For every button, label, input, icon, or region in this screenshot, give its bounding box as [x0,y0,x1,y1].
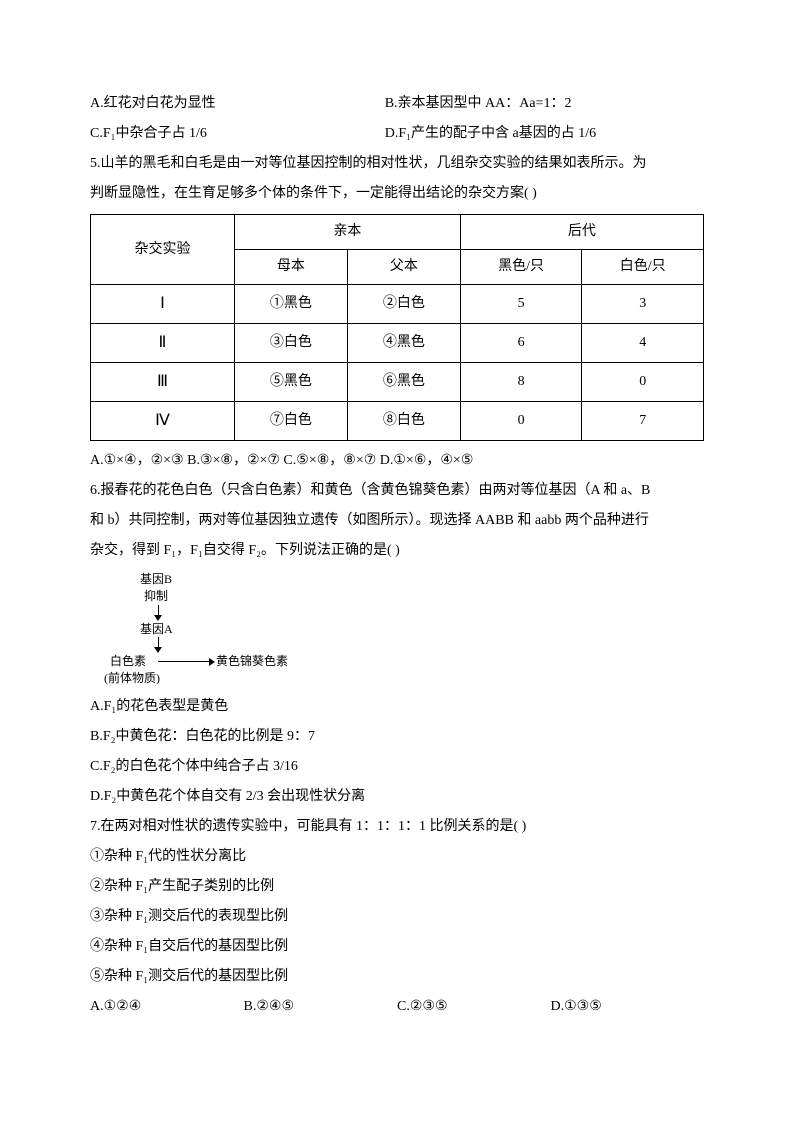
diagram-yellow-label: 黄色锦葵色素 [216,653,288,670]
table-row: Ⅰ ①黑色 ②白色 5 3 [91,285,704,324]
cell-exp: Ⅰ [91,285,235,324]
q4-optB: B.亲本基因型中 AA：Aa=1：2 [385,90,704,118]
q6-optB: B.F₂中黄色花：白色花的比例是 9：7 [90,723,704,751]
th-white: 白色/只 [582,250,704,285]
q5-options: A.①×④，②×③ B.③×⑧，②×⑦ C.⑤×⑧，⑧×⑦ D.①×⑥，④×⑤ [90,447,704,475]
th-offspring: 后代 [460,215,703,250]
q7-optC: C.②③⑤ [397,993,551,1021]
q6-stem-l3: 杂交，得到 F₁，F₁自交得 F₂。下列说法正确的是( ) [90,537,704,565]
q5-stem-line1: 5.山羊的黑毛和白毛是由一对等位基因控制的相对性状，几组杂交实验的结果如表所示。… [90,150,704,178]
q6-optC: C.F₂的白色花个体中纯合子占 3/16 [90,753,704,781]
cell-exp: Ⅱ [91,324,235,363]
diagram-geneA: 基因A [100,621,704,638]
cell-f: ⑥黑色 [347,363,460,402]
th-parent: 亲本 [234,215,460,250]
q6-diagram: 基因B 抑制 基因A 白色素 黄色锦葵色素 (前体物质) [100,571,704,687]
q7-item4: ④杂种 F₁自交后代的基因型比例 [90,933,704,961]
q6-optA: A.F₁的花色表型是黄色 [90,693,704,721]
cell-f: ④黑色 [347,324,460,363]
arrow-right-icon [158,661,214,662]
q6-stem-l2: 和 b）共同控制，两对等位基因独立遗传（如图所示）。现选择 AABB 和 aab… [90,507,704,535]
table-row: Ⅳ ⑦白色 ⑧白色 0 7 [91,402,704,441]
diagram-inhibit: 抑制 [100,588,704,605]
diagram-white-label: 白色素 [100,653,156,670]
diagram-vline [158,605,159,615]
q7-options: A.①②④ B.②④⑤ C.②③⑤ D.①③⑤ [90,993,704,1021]
th-black: 黑色/只 [460,250,582,285]
diagram-geneB: 基因B [100,571,704,588]
diagram-vline2 [158,637,159,647]
q6-optD: D.F₂中黄色花个体自交有 2/3 会出现性状分离 [90,783,704,811]
cell-m: ⑦白色 [234,402,347,441]
q7-stem: 7.在两对相对性状的遗传实验中，可能具有 1：1：1：1 比例关系的是( ) [90,813,704,841]
cell-b: 5 [460,285,582,324]
cell-m: ⑤黑色 [234,363,347,402]
cell-b: 0 [460,402,582,441]
cell-w: 4 [582,324,704,363]
q7-optD: D.①③⑤ [551,993,705,1021]
table-row: Ⅱ ③白色 ④黑色 6 4 [91,324,704,363]
cell-w: 3 [582,285,704,324]
cell-m: ③白色 [234,324,347,363]
q6-stem-l1: 6.报春花的花色白色（只含白色素）和黄色（含黄色锦葵色素）由两对等位基因（A 和… [90,477,704,505]
cell-exp: Ⅲ [91,363,235,402]
th-mother: 母本 [234,250,347,285]
th-exp: 杂交实验 [91,215,235,285]
cell-f: ②白色 [347,285,460,324]
q7-optB: B.②④⑤ [244,993,398,1021]
q5-table: 杂交实验 亲本 后代 母本 父本 黑色/只 白色/只 Ⅰ ①黑色 ②白色 5 3… [90,214,704,441]
q4-row2: C.F₁中杂合子占 1/6 D.F₁产生的配子中含 a基因的占 1/6 [90,120,704,148]
q7-item3: ③杂种 F₁测交后代的表现型比例 [90,903,704,931]
q4-optC: C.F₁中杂合子占 1/6 [90,120,385,148]
q7-optA: A.①②④ [90,993,244,1021]
q4-optD: D.F₁产生的配子中含 a基因的占 1/6 [385,120,704,148]
cell-m: ①黑色 [234,285,347,324]
q5-stem-line2: 判断显隐性，在生育足够多个体的条件下，一定能得出结论的杂交方案( ) [90,180,704,208]
q7-item1: ①杂种 F₁代的性状分离比 [90,843,704,871]
th-father: 父本 [347,250,460,285]
cell-w: 0 [582,363,704,402]
table-header-row1: 杂交实验 亲本 后代 [91,215,704,250]
cell-b: 6 [460,324,582,363]
q7-item2: ②杂种 F₁产生配子类别的比例 [90,873,704,901]
q4-row1: A.红花对白花为显性 B.亲本基因型中 AA：Aa=1：2 [90,90,704,118]
cell-w: 7 [582,402,704,441]
q4-optA: A.红花对白花为显性 [90,90,385,118]
diagram-precursor: (前体物质) [100,670,704,687]
cell-f: ⑧白色 [347,402,460,441]
table-row: Ⅲ ⑤黑色 ⑥黑色 8 0 [91,363,704,402]
q7-item5: ⑤杂种 F₁测交后代的基因型比例 [90,963,704,991]
cell-exp: Ⅳ [91,402,235,441]
cell-b: 8 [460,363,582,402]
